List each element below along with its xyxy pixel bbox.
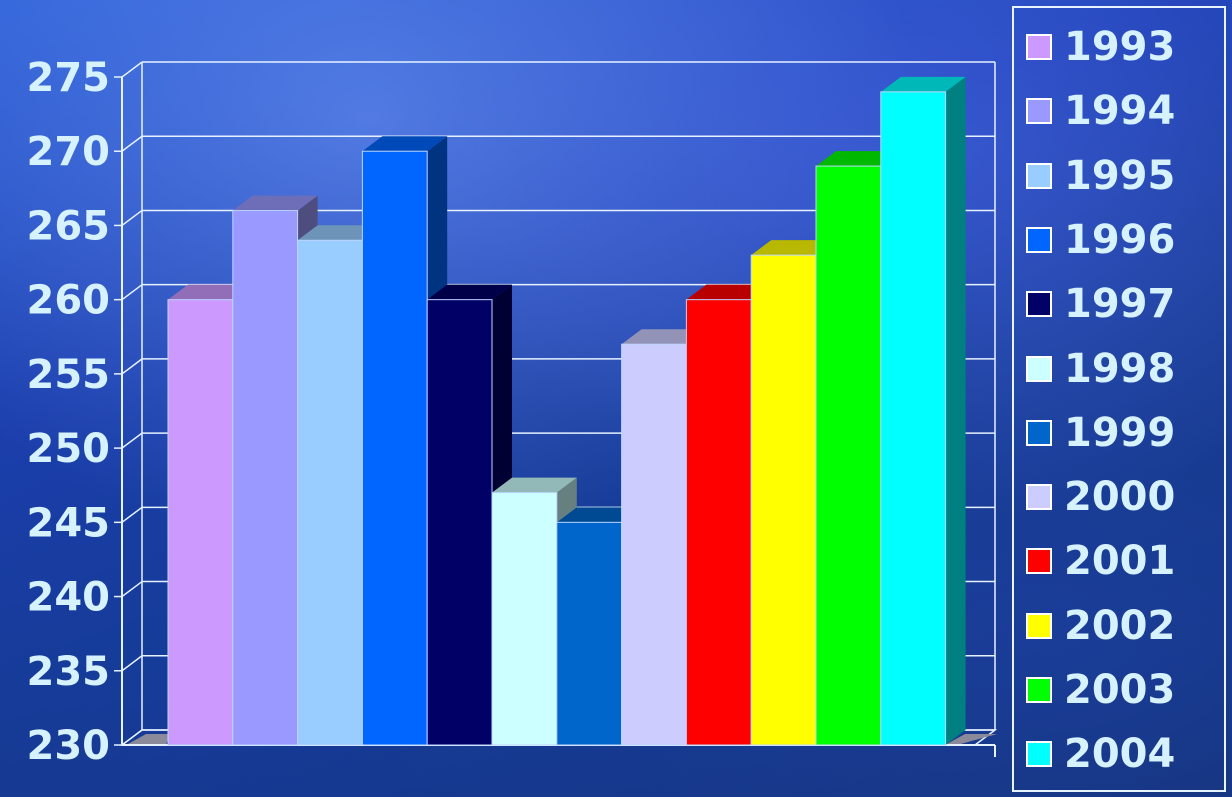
legend-swatch bbox=[1026, 162, 1052, 189]
bar-top bbox=[621, 329, 707, 345]
bar-front bbox=[491, 492, 558, 746]
legend-swatch bbox=[1026, 291, 1052, 318]
legend-item-2000: 2000 bbox=[1026, 472, 1175, 522]
y-tick-label: 240 bbox=[27, 575, 111, 621]
legend-item-2004: 2004 bbox=[1026, 729, 1175, 779]
bar-2004 bbox=[880, 76, 966, 746]
legend-item-1994: 1994 bbox=[1026, 86, 1175, 136]
y-tick-label: 260 bbox=[27, 278, 111, 324]
legend-label: 2000 bbox=[1064, 474, 1176, 521]
legend-label: 1995 bbox=[1064, 152, 1176, 199]
gridline-depth bbox=[121, 580, 143, 598]
legend-label: 1999 bbox=[1064, 409, 1176, 456]
bar-top bbox=[556, 507, 642, 523]
bar-front bbox=[426, 299, 493, 746]
gridline-depth bbox=[121, 506, 143, 523]
y-tick-label: 245 bbox=[27, 500, 111, 546]
legend-swatch bbox=[1026, 741, 1052, 768]
legend-label: 2003 bbox=[1064, 667, 1176, 713]
legend-swatch bbox=[1026, 98, 1052, 125]
legend-item-1997: 1997 bbox=[1026, 279, 1175, 329]
bar-top bbox=[232, 195, 318, 211]
bar-side bbox=[945, 76, 966, 746]
y-tick-label: 275 bbox=[27, 55, 111, 101]
y-tick-label: 250 bbox=[27, 426, 111, 472]
floor-cap-left bbox=[126, 734, 170, 745]
gridline-depth bbox=[121, 209, 143, 227]
bar-front bbox=[880, 91, 947, 746]
legend-label: 1994 bbox=[1064, 88, 1176, 135]
y-tick-label: 230 bbox=[27, 723, 111, 769]
bar-front bbox=[685, 299, 752, 746]
y-tick-label: 265 bbox=[27, 203, 111, 249]
legend-label: 1996 bbox=[1064, 216, 1176, 263]
bar-top bbox=[880, 76, 966, 92]
legend-item-2002: 2002 bbox=[1026, 601, 1175, 651]
chart-legend: 1993 1994 1995 1996 1997 1998 1999 2000 2001 2002… bbox=[1012, 6, 1226, 792]
y-tick-label: 235 bbox=[27, 649, 111, 695]
legend-swatch bbox=[1026, 226, 1052, 253]
gridline-depth bbox=[121, 135, 143, 152]
legend-label: 2004 bbox=[1064, 731, 1176, 778]
bar-top bbox=[362, 136, 448, 152]
bar-front bbox=[361, 150, 428, 746]
bar-top bbox=[751, 240, 836, 256]
legend-swatch bbox=[1026, 34, 1052, 60]
legend-item-1993: 1993 bbox=[1026, 22, 1175, 72]
legend-label: 1993 bbox=[1064, 24, 1176, 70]
legend-swatch bbox=[1026, 612, 1052, 639]
gridline-depth bbox=[121, 61, 143, 78]
bar-front bbox=[556, 521, 623, 746]
legend-label: 1998 bbox=[1064, 345, 1176, 392]
legend-swatch bbox=[1026, 484, 1052, 511]
legend-item-2003: 2003 bbox=[1026, 665, 1175, 715]
bar-top bbox=[492, 477, 577, 493]
y-tick-label: 255 bbox=[27, 352, 111, 398]
bar-front bbox=[621, 343, 687, 746]
bar-top bbox=[816, 151, 901, 167]
legend-item-1998: 1998 bbox=[1026, 344, 1175, 394]
legend-swatch bbox=[1026, 419, 1052, 446]
gridline-depth bbox=[121, 432, 143, 449]
bar-front bbox=[167, 299, 234, 746]
legend-label: 2002 bbox=[1064, 602, 1176, 649]
bar-front bbox=[815, 165, 882, 746]
y-axis: 230 235 240 245 250 255 260 265 270 275 bbox=[27, 55, 996, 769]
chart-bars bbox=[167, 76, 966, 746]
y-tick-label: 270 bbox=[27, 129, 111, 175]
gridline-depth bbox=[121, 655, 143, 672]
legend-swatch bbox=[1026, 548, 1052, 575]
floor-cap-right bbox=[945, 734, 997, 745]
legend-swatch bbox=[1026, 355, 1052, 382]
legend-item-1996: 1996 bbox=[1026, 215, 1175, 265]
legend-swatch bbox=[1026, 677, 1052, 703]
legend-item-1995: 1995 bbox=[1026, 151, 1175, 201]
gridline-depth bbox=[121, 358, 143, 375]
legend-label: 2001 bbox=[1064, 538, 1176, 585]
bar-front bbox=[232, 210, 299, 746]
legend-item-2001: 2001 bbox=[1026, 536, 1175, 586]
bar-top bbox=[168, 284, 253, 300]
bar-top bbox=[686, 284, 772, 300]
bar-front bbox=[297, 239, 363, 746]
legend-item-1999: 1999 bbox=[1026, 408, 1175, 458]
bar-front bbox=[750, 254, 817, 746]
gridline-depth bbox=[121, 284, 143, 301]
bar-top bbox=[427, 284, 512, 300]
legend-label: 1997 bbox=[1064, 281, 1176, 328]
bar-top bbox=[297, 225, 383, 241]
